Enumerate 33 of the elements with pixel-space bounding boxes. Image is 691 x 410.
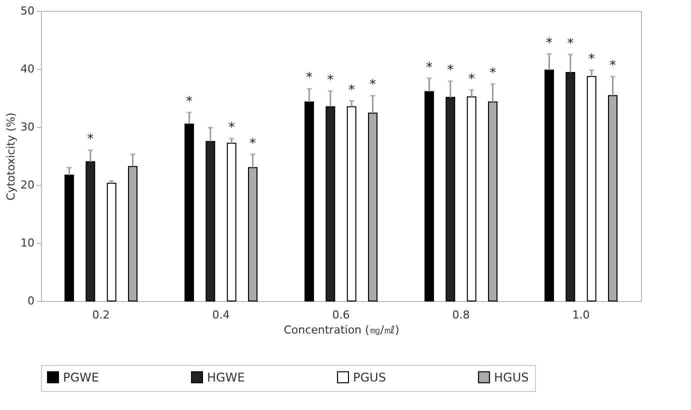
data-label: * [447,63,454,78]
data-label: * [228,120,236,136]
data-label: * [588,52,596,68]
data-label: * [250,136,257,152]
y-tick-label: 0 [28,294,34,308]
x-tick-label: 1.0 [572,308,590,322]
data-label: * [327,73,334,88]
data-label: * [567,36,574,52]
x-tick-label: 0.2 [92,308,110,322]
data-label: * [490,66,497,82]
y-tick-label: 50 [20,4,34,18]
x-tick-label: 0.4 [212,308,230,322]
y-tick-label: 30 [20,120,34,134]
legend-label: HGWE [207,370,245,384]
data-label: * [306,70,313,86]
data-label: * [426,60,433,76]
data-label: * [546,36,553,51]
y-tick-label: 40 [20,62,34,76]
y-axis-title: Cytotoxicity (%) [4,112,18,200]
legend-label: PGWE [63,370,99,384]
data-label: * [186,94,193,110]
legend-label: HGUS [494,370,529,384]
data-label: * [370,78,377,93]
data-label: * [468,72,476,87]
x-axis-title: Concentration (㎎/㎖) [284,324,400,336]
x-tick-label: 0.6 [332,308,350,322]
data-label: * [348,82,356,98]
data-label: * [87,132,94,148]
data-label: * [610,58,617,74]
y-tick-label: 20 [20,178,34,192]
y-tick-label: 10 [20,236,34,250]
x-tick-label: 0.8 [452,308,470,322]
legend-label: PGUS [353,370,386,384]
